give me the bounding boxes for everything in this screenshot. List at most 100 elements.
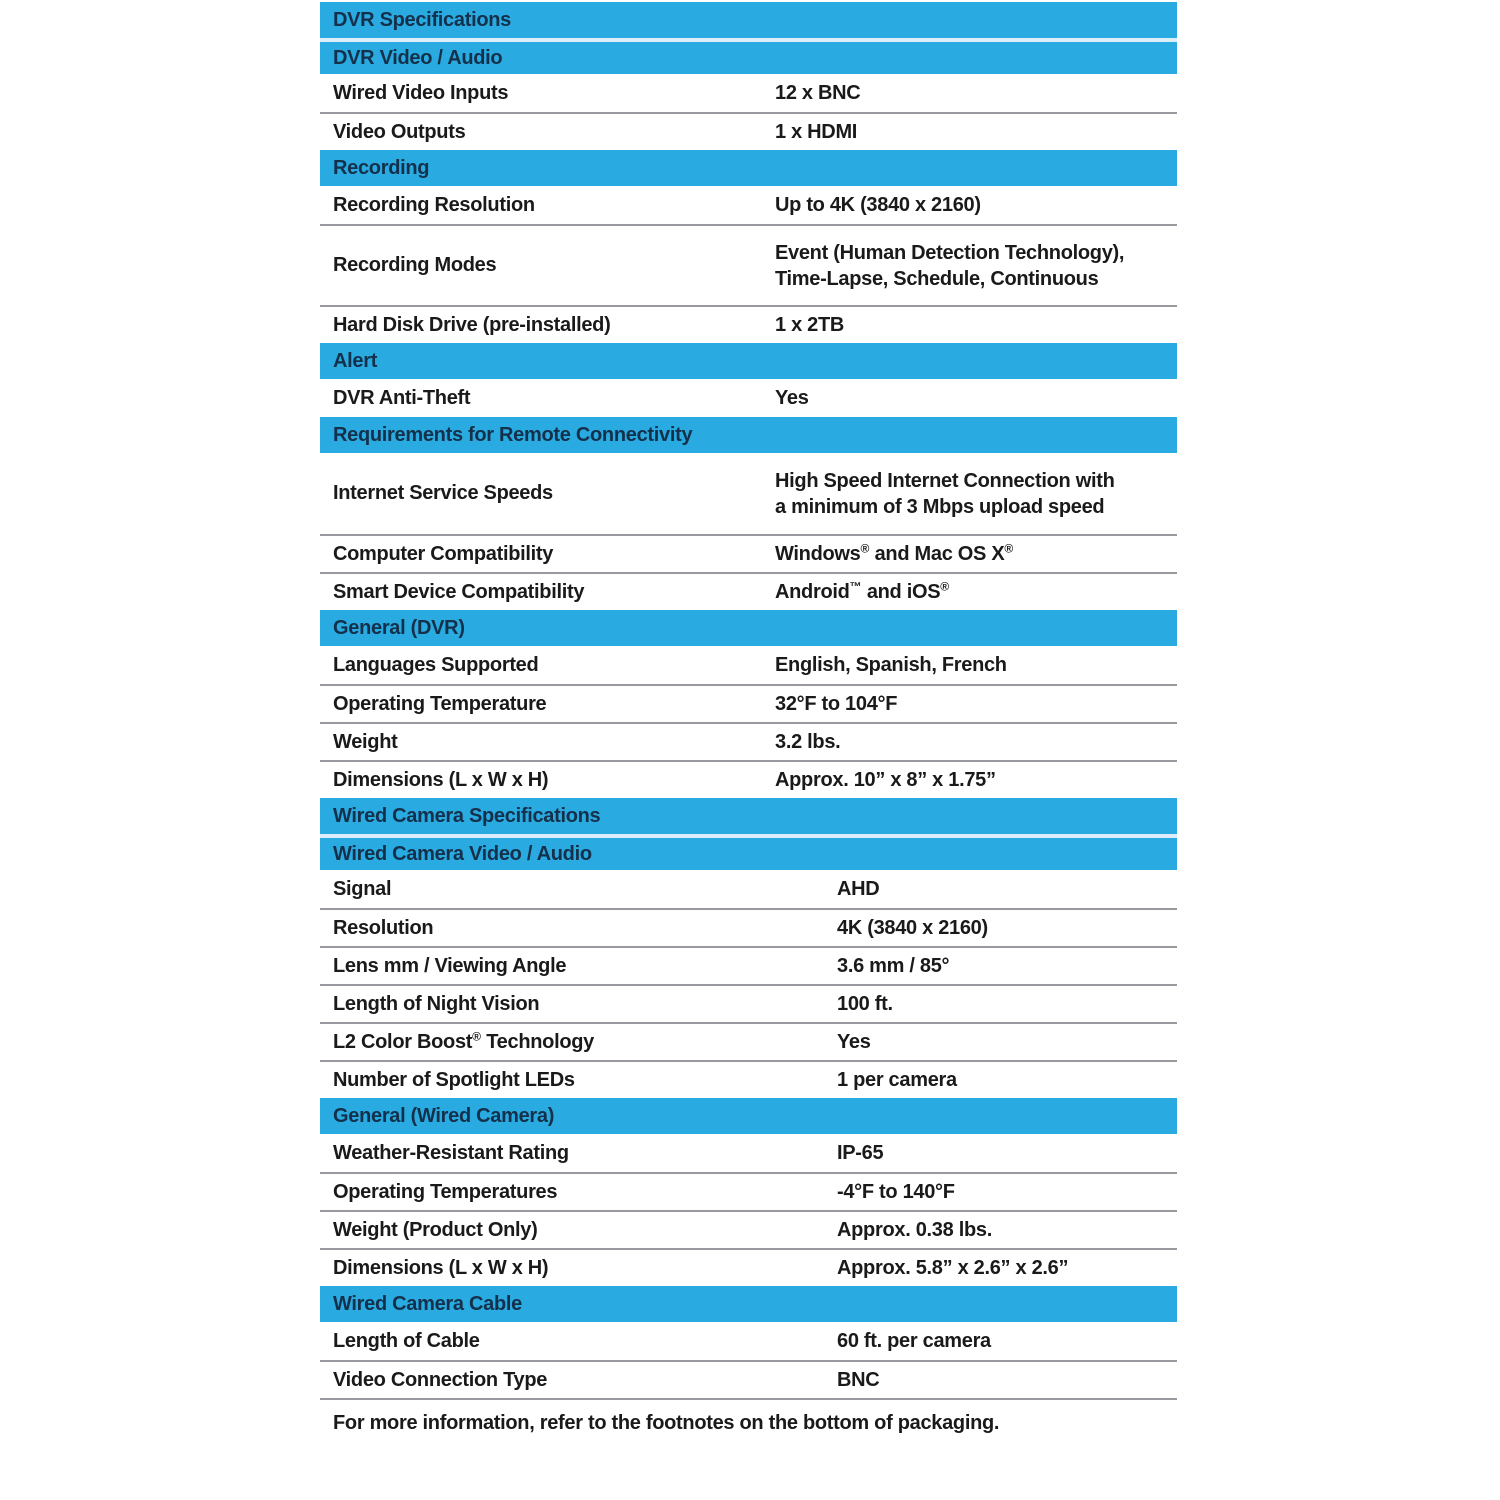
- spec-label: Number of Spotlight LEDs: [333, 1068, 575, 1091]
- spec-row-video-connection-type: Video Connection Type BNC: [320, 1360, 1177, 1398]
- spec-value: Android™ and iOS®: [775, 578, 950, 603]
- spec-value: Approx. 10” x 8” x 1.75”: [775, 768, 996, 791]
- section-header-wired-camera-cable: Wired Camera Cable: [320, 1286, 1177, 1322]
- spec-row-wired-video-inputs: Wired Video Inputs 12 x BNC: [320, 74, 1177, 112]
- spec-label: Hard Disk Drive (pre-installed): [333, 313, 611, 336]
- registered-trademark-symbol: ®: [472, 1028, 481, 1043]
- spec-value: High Speed Internet Connection with a mi…: [775, 468, 1177, 520]
- section-header-label: Wired Camera Video / Audio: [333, 842, 592, 865]
- spec-row-weight-product-only: Weight (Product Only) Approx. 0.38 lbs.: [320, 1210, 1177, 1248]
- section-header-requirements-remote-connectivity: Requirements for Remote Connectivity: [320, 417, 1177, 453]
- spec-value: 1 x 2TB: [775, 313, 845, 336]
- spec-label: Wired Video Inputs: [333, 81, 509, 104]
- registered-trademark-symbol: ®: [860, 540, 870, 555]
- spec-row-dimensions-camera: Dimensions (L x W x H) Approx. 5.8” x 2.…: [320, 1248, 1177, 1286]
- spec-row-operating-temperature-dvr: Operating Temperature 32°F to 104°F: [320, 684, 1177, 722]
- spec-value-line: a minimum of 3 Mbps upload speed: [775, 495, 1105, 518]
- section-header-label: General (DVR): [333, 616, 465, 639]
- spec-value-line: High Speed Internet Connection with: [775, 469, 1115, 492]
- spec-label: Signal: [333, 877, 392, 900]
- registered-trademark-symbol: ®: [1004, 540, 1014, 555]
- spec-row-hard-disk-drive: Hard Disk Drive (pre-installed) 1 x 2TB: [320, 305, 1177, 343]
- section-header-wired-camera-specifications: Wired Camera Specifications: [320, 798, 1177, 834]
- spec-row-computer-compatibility: Computer Compatibility Windows® and Mac …: [320, 534, 1177, 572]
- spec-label: Internet Service Speeds: [333, 482, 553, 504]
- section-header-recording: Recording: [320, 150, 1177, 186]
- spec-row-recording-modes: Recording Modes Event (Human Detection T…: [320, 224, 1177, 305]
- spec-value: 100 ft.: [837, 992, 893, 1015]
- section-header-label: General (Wired Camera): [333, 1104, 555, 1127]
- spec-row-number-of-spotlight-leds: Number of Spotlight LEDs 1 per camera: [320, 1060, 1177, 1098]
- spec-row-smart-device-compatibility: Smart Device Compatibility Android™ and …: [320, 572, 1177, 610]
- spec-value: 1 x HDMI: [775, 120, 858, 143]
- spec-label: Languages Supported: [333, 653, 539, 676]
- section-header-wired-camera-video-audio: Wired Camera Video / Audio: [320, 834, 1177, 870]
- spec-label: Dimensions (L x W x H): [333, 1256, 549, 1279]
- spec-row-video-outputs: Video Outputs 1 x HDMI: [320, 112, 1177, 150]
- section-header-label: DVR Specifications: [333, 8, 511, 31]
- spec-row-resolution: Resolution 4K (3840 x 2160): [320, 908, 1177, 946]
- spec-label: Operating Temperature: [333, 692, 547, 715]
- spec-value: Approx. 0.38 lbs.: [837, 1218, 992, 1241]
- spec-row-dvr-anti-theft: DVR Anti-Theft Yes: [320, 379, 1177, 417]
- spec-label: Recording Modes: [333, 254, 497, 276]
- spec-value: 1 per camera: [837, 1068, 957, 1091]
- spec-label: Weight: [333, 730, 398, 753]
- footer-note: For more information, refer to the footn…: [333, 1412, 1000, 1434]
- section-header-label: Wired Camera Specifications: [333, 804, 601, 827]
- section-header-label: DVR Video / Audio: [333, 46, 503, 69]
- spec-value: Up to 4K (3840 x 2160): [775, 193, 981, 216]
- section-header-dvr-specifications: DVR Specifications: [320, 2, 1177, 38]
- spec-value: 3.6 mm / 85°: [837, 954, 950, 977]
- section-header-alert: Alert: [320, 343, 1177, 379]
- spec-label: Recording Resolution: [333, 193, 535, 216]
- spec-value: Approx. 5.8” x 2.6” x 2.6”: [837, 1256, 1069, 1279]
- spec-label: Length of Cable: [333, 1329, 480, 1352]
- spec-value: Windows® and Mac OS X®: [775, 540, 1014, 565]
- spec-label: Video Connection Type: [333, 1368, 548, 1391]
- spec-value: Event (Human Detection Technology), Time…: [775, 240, 1177, 292]
- spec-row-length-of-cable: Length of Cable 60 ft. per camera: [320, 1322, 1177, 1360]
- spec-row-weight-dvr: Weight 3.2 lbs.: [320, 722, 1177, 760]
- spec-label: Video Outputs: [333, 120, 466, 143]
- spec-label: L2 Color Boost® Technology: [333, 1028, 594, 1053]
- section-header-general-wired-camera: General (Wired Camera): [320, 1098, 1177, 1134]
- spec-value: Yes: [837, 1030, 871, 1053]
- section-header-label: Recording: [333, 156, 430, 179]
- spec-label: Weather-Resistant Rating: [333, 1141, 569, 1164]
- spec-value: BNC: [837, 1368, 880, 1391]
- spec-label: Smart Device Compatibility: [333, 580, 585, 603]
- spec-label: DVR Anti-Theft: [333, 386, 471, 409]
- spec-row-operating-temperatures-camera: Operating Temperatures -4°F to 140°F: [320, 1172, 1177, 1210]
- section-header-general-dvr: General (DVR): [320, 610, 1177, 646]
- section-header-label: Wired Camera Cable: [333, 1292, 522, 1315]
- spec-row-recording-resolution: Recording Resolution Up to 4K (3840 x 21…: [320, 186, 1177, 224]
- spec-row-length-of-night-vision: Length of Night Vision 100 ft.: [320, 984, 1177, 1022]
- spec-label: Length of Night Vision: [333, 992, 540, 1015]
- spec-value: 12 x BNC: [775, 81, 861, 104]
- spec-row-dimensions-dvr: Dimensions (L x W x H) Approx. 10” x 8” …: [320, 760, 1177, 798]
- table-bottom-divider: [320, 1398, 1177, 1400]
- spec-label: Dimensions (L x W x H): [333, 768, 549, 791]
- spec-row-internet-service-speeds: Internet Service Speeds High Speed Inter…: [320, 453, 1177, 534]
- spec-label: Resolution: [333, 916, 434, 939]
- spec-value: IP-65: [837, 1141, 884, 1164]
- registered-trademark-symbol: ®: [940, 578, 950, 593]
- spec-row-signal: Signal AHD: [320, 870, 1177, 908]
- section-header-label: Alert: [333, 349, 378, 372]
- spec-label: Computer Compatibility: [333, 542, 554, 565]
- spec-value: -4°F to 140°F: [837, 1180, 955, 1203]
- spec-value: 32°F to 104°F: [775, 692, 898, 715]
- spec-row-languages-supported: Languages Supported English, Spanish, Fr…: [320, 646, 1177, 684]
- section-header-label: Requirements for Remote Connectivity: [333, 423, 693, 446]
- spec-value: 4K (3840 x 2160): [837, 916, 988, 939]
- spec-value-line: Event (Human Detection Technology),: [775, 241, 1125, 264]
- spec-label: Operating Temperatures: [333, 1180, 558, 1203]
- spec-value: 60 ft. per camera: [837, 1329, 991, 1352]
- spec-row-weather-resistant-rating: Weather-Resistant Rating IP-65: [320, 1134, 1177, 1172]
- spec-value: 3.2 lbs.: [775, 730, 841, 753]
- spec-value-line: Time-Lapse, Schedule, Continuous: [775, 267, 1099, 290]
- spec-table: DVR Specifications DVR Video / Audio Wir…: [320, 2, 1177, 1435]
- trademark-symbol: ™: [849, 578, 862, 593]
- spec-value: Yes: [775, 386, 809, 409]
